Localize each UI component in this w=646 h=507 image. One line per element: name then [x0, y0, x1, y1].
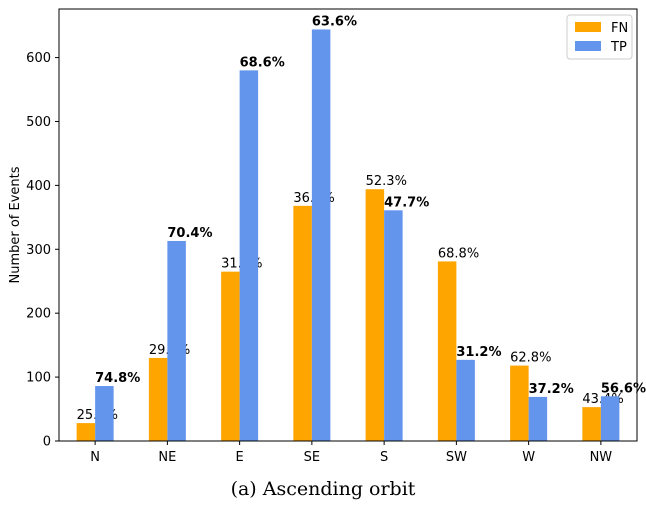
y-tick-label: 400 [26, 179, 51, 194]
figure-caption: (a) Ascending orbit [230, 478, 416, 500]
bar-fn [76, 423, 96, 441]
data-label-tp: 68.6% [240, 55, 285, 70]
bar-tp [384, 210, 403, 441]
bar-tp [167, 240, 186, 441]
bar-fn [365, 189, 385, 441]
y-tick-label: 0 [43, 435, 51, 450]
data-label-tp: 74.8% [95, 371, 140, 386]
x-tick-label: E [236, 450, 244, 465]
data-label-tp: 70.4% [167, 226, 212, 241]
plot-frame [58, 8, 638, 442]
bar-tp [528, 396, 548, 441]
legend-swatch-tp [575, 41, 601, 51]
data-label-fn: 52.3% [366, 174, 407, 189]
bar-fn [221, 271, 240, 441]
legend-label-tp: TP [610, 40, 627, 55]
y-axis-title: Number of Events [8, 166, 23, 283]
bar-fn [582, 407, 601, 441]
x-tick-label: SW [446, 450, 467, 465]
data-label-tp: 37.2% [529, 382, 574, 397]
y-tick-label: 500 [26, 115, 51, 130]
bar-tp [95, 386, 114, 441]
data-label-tp: 56.6% [601, 381, 646, 396]
x-tick-label: NW [590, 450, 613, 465]
bar-fn [510, 365, 529, 441]
x-tick-label: W [522, 450, 535, 465]
bar-fn [148, 357, 168, 441]
y-tick-label: 600 [26, 51, 51, 66]
x-tick-label: N [90, 450, 100, 465]
data-label-fn: 68.8% [438, 246, 479, 261]
x-tick-label: NE [158, 450, 176, 465]
bar-fn [293, 205, 312, 441]
bar-tp [239, 70, 259, 441]
data-label-tp: 47.7% [384, 195, 429, 210]
data-label-tp: 63.6% [312, 14, 357, 29]
data-label-tp: 31.2% [456, 345, 501, 360]
bar-tp [311, 29, 331, 441]
legend-label-fn: FN [611, 21, 628, 36]
y-tick-label: 300 [26, 243, 51, 258]
bar-tp [600, 396, 620, 441]
x-tick-label: SE [304, 450, 320, 465]
bar-tp [456, 359, 475, 441]
y-tick-label: 200 [26, 307, 51, 322]
x-tick-label: S [380, 450, 388, 465]
data-label-fn: 62.8% [510, 351, 551, 366]
legend-swatch-fn [575, 22, 601, 32]
bar-chart: 010020030040050060025.2%74.8%N29.6%70.4%… [8, 8, 646, 465]
bar-fn [437, 261, 457, 441]
y-tick-label: 100 [26, 371, 51, 386]
